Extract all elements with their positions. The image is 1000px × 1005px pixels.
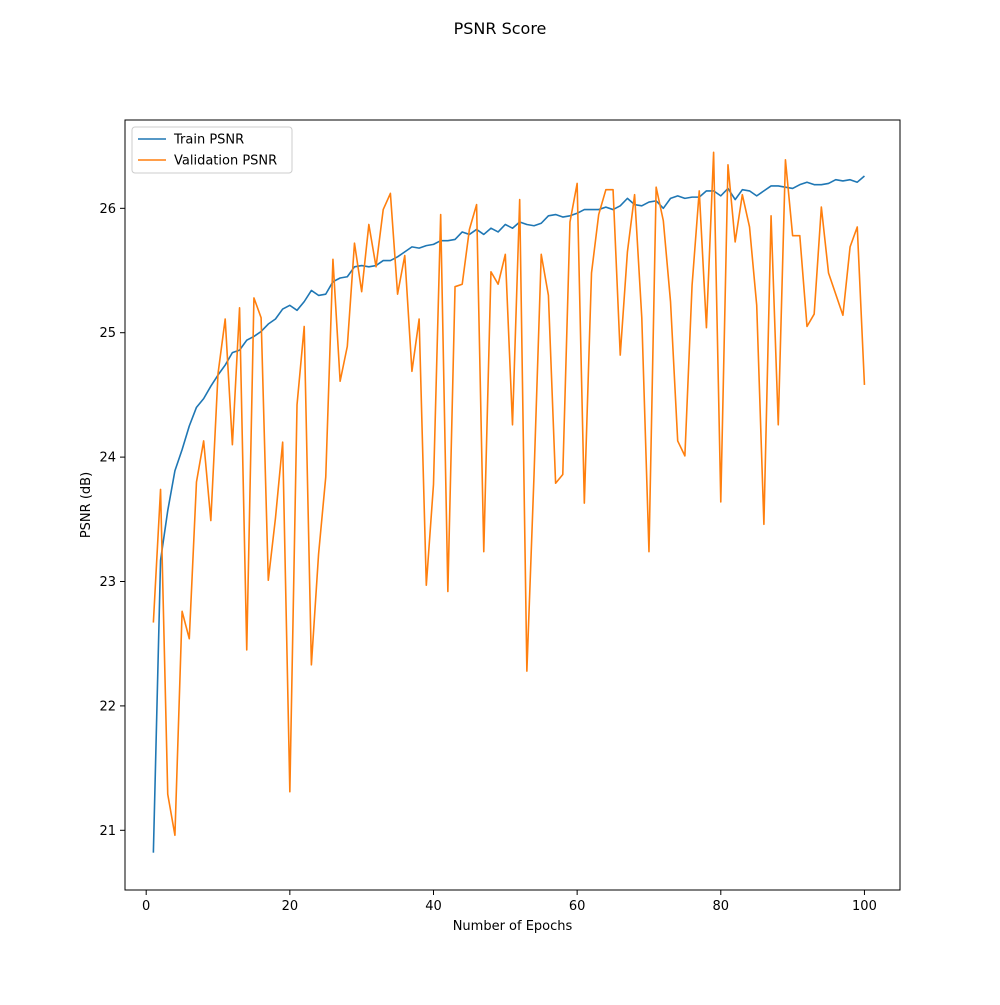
x-tick-label: 0	[142, 899, 150, 914]
y-tick-label: 21	[99, 824, 116, 839]
series-lines	[152, 151, 866, 853]
series-line-0	[152, 175, 865, 853]
x-tick-label: 20	[282, 899, 299, 914]
y-tick-label: 23	[99, 575, 116, 590]
x-tick-label: 60	[569, 899, 586, 914]
y-tick-label: 22	[99, 699, 116, 714]
x-tick-label: 80	[713, 899, 730, 914]
plot-area: 0 20 40 60 80 100 21 22 23 24 25 26	[99, 119, 901, 914]
y-tick-label: 25	[99, 326, 116, 341]
y-axis-ticks: 21 22 23 24 25 26	[99, 202, 125, 839]
y-tick-label: 26	[99, 202, 116, 217]
legend-label-1: Validation PSNR	[174, 154, 277, 169]
x-tick-label: 100	[852, 899, 877, 914]
legend-label-0: Train PSNR	[173, 133, 244, 148]
x-axis-ticks: 0 20 40 60 80 100	[142, 890, 877, 914]
y-tick-label: 24	[99, 451, 116, 466]
chart-title: PSNR Score	[454, 19, 547, 38]
y-axis-label: PSNR (dB)	[79, 472, 94, 538]
legend: Train PSNR Validation PSNR	[131, 126, 293, 174]
series-line-1	[152, 151, 866, 837]
x-axis-label: Number of Epochs	[453, 919, 573, 934]
plot-frame	[124, 119, 901, 891]
legend-box	[131, 126, 293, 174]
x-tick-label: 40	[425, 899, 442, 914]
